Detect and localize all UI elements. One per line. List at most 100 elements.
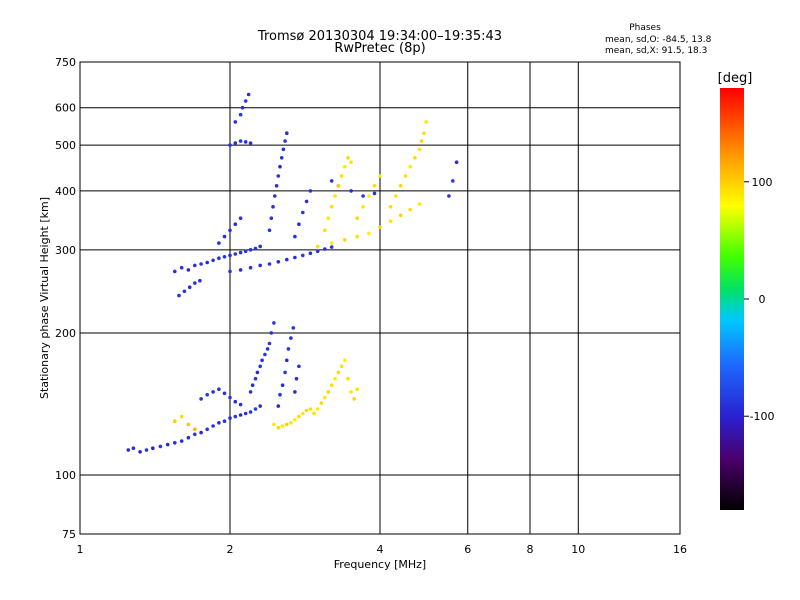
data-point: [228, 395, 232, 400]
data-point: [329, 179, 334, 183]
data-point: [285, 257, 289, 262]
data-point: [336, 184, 341, 188]
data-point: [283, 139, 287, 143]
data-point: [289, 336, 293, 340]
data-point: [293, 417, 297, 422]
data-point: [301, 210, 305, 215]
data-point: [186, 268, 191, 272]
data-point: [253, 246, 258, 251]
data-point: [273, 194, 277, 198]
data-point: [233, 399, 238, 404]
data-point: [238, 250, 243, 255]
data-point: [272, 321, 276, 325]
data-point: [408, 164, 413, 169]
data-point: [289, 421, 293, 425]
data-point: [276, 174, 281, 178]
colorbar-tick-label: 100: [752, 176, 773, 189]
x-axis-ticks: 1 2 4 6 8 10 16: [77, 543, 688, 556]
data-point: [323, 247, 327, 251]
y-tick-label: 750: [55, 56, 76, 69]
data-point: [222, 254, 227, 259]
data-point: [211, 258, 215, 263]
data-point: [173, 441, 177, 445]
data-point: [267, 262, 272, 266]
data-point: [417, 202, 422, 206]
data-point: [294, 376, 299, 381]
data-point: [349, 390, 353, 394]
x-tick-label: 2: [227, 543, 234, 556]
data-point: [263, 352, 267, 357]
data-point: [280, 424, 285, 428]
data-point: [283, 370, 287, 375]
colorbar: [720, 88, 744, 510]
data-point: [293, 255, 297, 260]
data-point: [304, 199, 309, 204]
data-point: [413, 156, 417, 160]
data-point: [151, 446, 155, 451]
data-point: [217, 256, 221, 261]
data-point: [349, 160, 353, 164]
data-point: [278, 164, 282, 169]
data-point: [326, 216, 331, 220]
data-point: [238, 112, 243, 117]
data-point: [378, 225, 382, 229]
data-point: [186, 422, 191, 427]
data-point: [323, 395, 327, 400]
data-point: [388, 219, 393, 223]
data-point: [280, 383, 285, 388]
data-point: [274, 184, 279, 188]
data-point: [279, 156, 284, 160]
data-point: [240, 105, 245, 110]
data-point: [454, 160, 459, 164]
data-point: [301, 411, 305, 416]
data-point: [177, 293, 181, 298]
x-tick-label: 8: [527, 543, 534, 556]
x-axis-label: Frequency [MHz]: [334, 558, 426, 571]
data-point: [186, 435, 191, 440]
phase-info-header: Phases: [629, 23, 661, 33]
data-point: [329, 383, 334, 388]
data-point: [285, 358, 289, 363]
data-point: [285, 422, 289, 427]
colorbar-ticks: 100 0 -100: [744, 176, 774, 423]
data-point: [250, 383, 255, 388]
data-point: [422, 131, 426, 135]
data-point: [447, 194, 451, 198]
data-point: [258, 244, 263, 249]
data-point: [398, 213, 403, 218]
x-tick-label: 1: [77, 543, 84, 556]
data-point: [333, 376, 337, 381]
data-point: [286, 347, 291, 351]
data-point: [238, 139, 243, 143]
data-point: [408, 207, 413, 212]
y-tick-label: 300: [55, 244, 76, 257]
data-point: [326, 390, 331, 394]
data-point: [361, 194, 365, 198]
data-point: [228, 228, 232, 233]
grid: [80, 62, 680, 534]
data-point: [179, 265, 184, 270]
data-point: [276, 425, 281, 430]
data-point: [173, 419, 177, 424]
data-point: [144, 448, 149, 452]
data-point: [339, 174, 344, 178]
data-point: [243, 411, 248, 416]
data-point: [228, 143, 232, 147]
phase-info-o-mode: mean, sd,O: -84.5, 13.8: [605, 35, 712, 45]
x-tick-label: 16: [673, 543, 687, 556]
y-tick-label: 100: [55, 469, 76, 482]
y-tick-label: 400: [55, 185, 76, 198]
data-point: [233, 414, 238, 419]
data-point: [372, 184, 377, 188]
data-point: [217, 421, 221, 425]
data-point: [355, 387, 360, 392]
data-point: [276, 404, 281, 408]
data-point: [182, 289, 187, 294]
data-point: [238, 216, 243, 220]
data-point: [126, 448, 131, 452]
data-point: [293, 234, 297, 239]
data-point: [179, 439, 184, 443]
chart-title: Tromsø 20130304 19:34:00–19:35:43: [257, 29, 502, 44]
data-point: [165, 442, 170, 447]
